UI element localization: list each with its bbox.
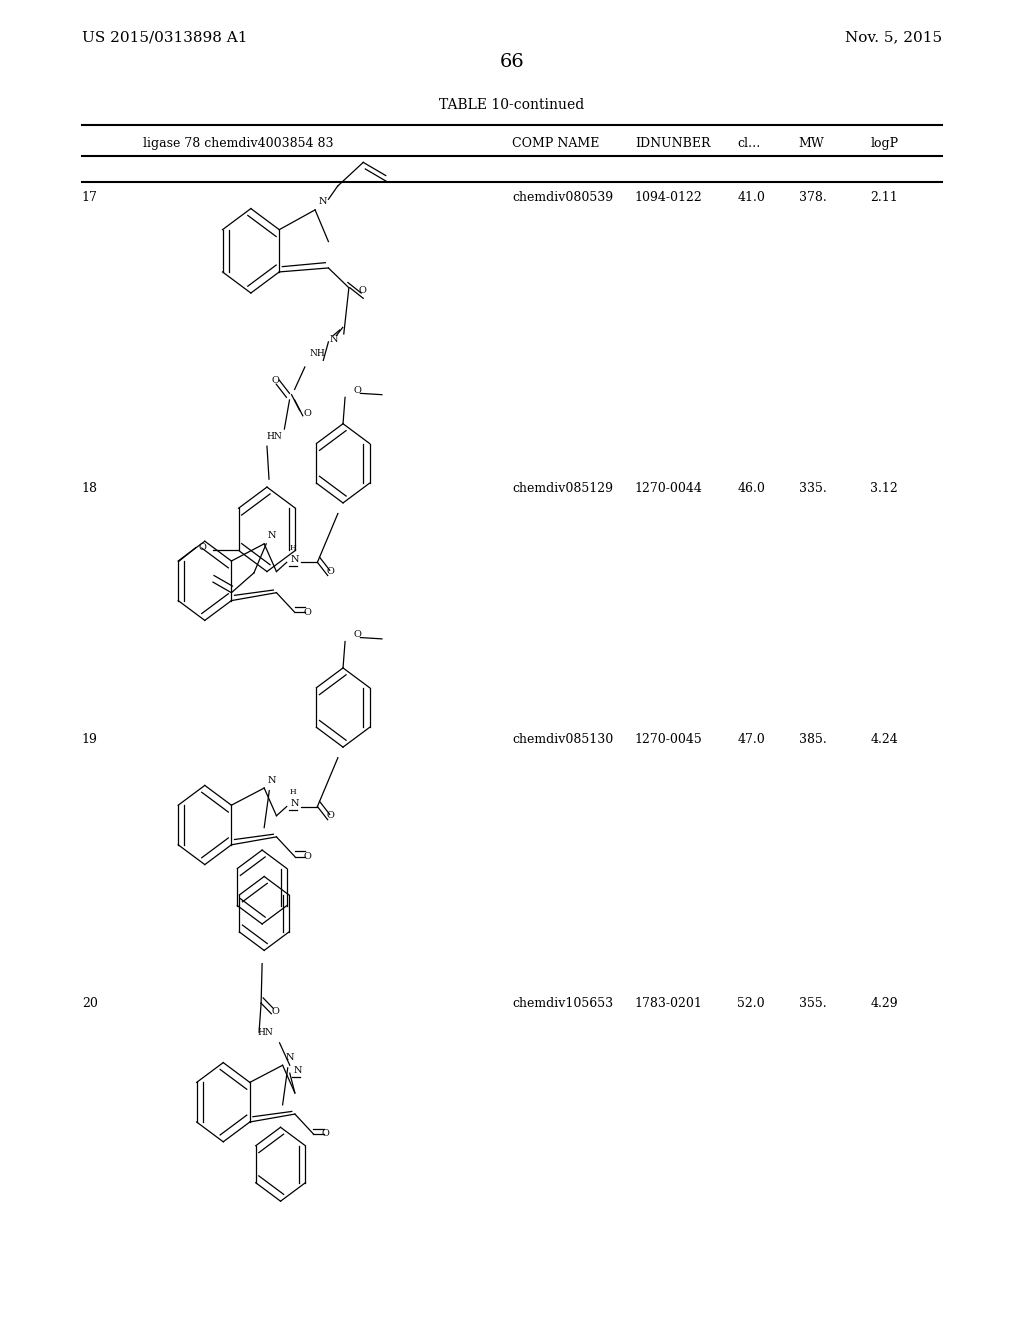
Text: N: N xyxy=(286,1053,294,1061)
Text: N: N xyxy=(291,556,299,564)
Text: N: N xyxy=(294,1067,302,1074)
Text: 335.: 335. xyxy=(799,482,826,495)
Text: 47.0: 47.0 xyxy=(737,733,765,746)
Text: US 2015/0313898 A1: US 2015/0313898 A1 xyxy=(82,30,248,45)
Text: 1783-0201: 1783-0201 xyxy=(635,997,702,1010)
Text: 46.0: 46.0 xyxy=(737,482,765,495)
Text: O: O xyxy=(303,609,311,616)
Text: N: N xyxy=(319,198,328,206)
Text: TABLE 10-continued: TABLE 10-continued xyxy=(439,98,585,112)
Text: chemdiv085129: chemdiv085129 xyxy=(512,482,613,495)
Text: 385.: 385. xyxy=(799,733,826,746)
Text: 17: 17 xyxy=(82,191,98,205)
Text: O: O xyxy=(327,812,335,820)
Text: 355.: 355. xyxy=(799,997,826,1010)
Text: O: O xyxy=(322,1130,330,1138)
Text: O: O xyxy=(271,376,280,384)
Text: 1270-0044: 1270-0044 xyxy=(635,482,702,495)
Text: logP: logP xyxy=(870,137,898,150)
Text: O: O xyxy=(303,853,311,861)
Text: MW: MW xyxy=(799,137,824,150)
Text: 66: 66 xyxy=(500,53,524,71)
Text: H: H xyxy=(290,544,296,552)
Text: O: O xyxy=(353,631,361,639)
Text: 41.0: 41.0 xyxy=(737,191,765,205)
Text: N: N xyxy=(330,335,338,343)
Text: chemdiv085130: chemdiv085130 xyxy=(512,733,613,746)
Text: 18: 18 xyxy=(82,482,98,495)
Text: N: N xyxy=(267,776,275,784)
Text: IDNUNBER: IDNUNBER xyxy=(635,137,711,150)
Text: N: N xyxy=(267,532,275,540)
Text: cl…: cl… xyxy=(737,137,761,150)
Text: 4.29: 4.29 xyxy=(870,997,898,1010)
Text: NH: NH xyxy=(309,350,325,358)
Text: O: O xyxy=(327,568,335,576)
Text: H: H xyxy=(290,788,296,796)
Text: 52.0: 52.0 xyxy=(737,997,765,1010)
Text: chemdiv105653: chemdiv105653 xyxy=(512,997,613,1010)
Text: 1270-0045: 1270-0045 xyxy=(635,733,702,746)
Text: HN: HN xyxy=(257,1028,273,1036)
Text: 2.11: 2.11 xyxy=(870,191,898,205)
Text: 20: 20 xyxy=(82,997,98,1010)
Text: 3.12: 3.12 xyxy=(870,482,898,495)
Text: 1094-0122: 1094-0122 xyxy=(635,191,702,205)
Text: HN: HN xyxy=(266,433,282,441)
Text: 19: 19 xyxy=(82,733,98,746)
Text: ligase 78 chemdiv4003854 83: ligase 78 chemdiv4003854 83 xyxy=(143,137,334,150)
Text: O: O xyxy=(304,409,312,417)
Text: COMP NAME: COMP NAME xyxy=(512,137,599,150)
Text: 378.: 378. xyxy=(799,191,826,205)
Text: O: O xyxy=(199,544,207,552)
Text: O: O xyxy=(358,286,367,294)
Text: N: N xyxy=(291,800,299,808)
Text: chemdiv080539: chemdiv080539 xyxy=(512,191,613,205)
Text: O: O xyxy=(271,1007,280,1015)
Text: 4.24: 4.24 xyxy=(870,733,898,746)
Text: O: O xyxy=(353,387,361,395)
Text: Nov. 5, 2015: Nov. 5, 2015 xyxy=(845,30,942,45)
